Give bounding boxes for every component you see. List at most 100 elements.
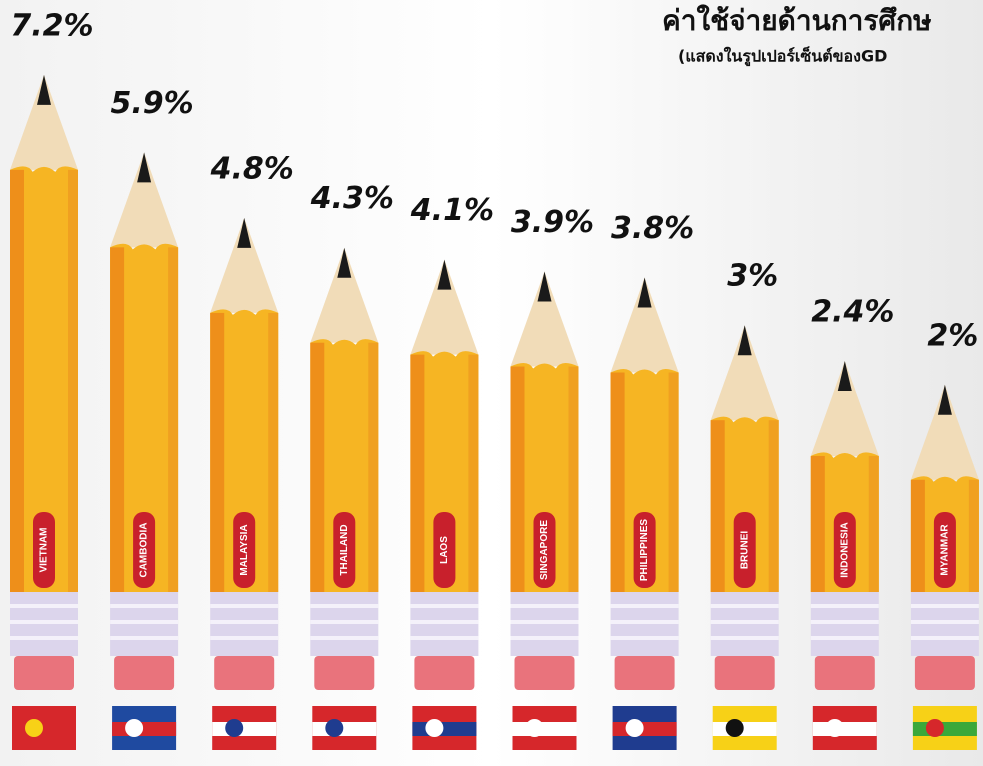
country-badge	[933, 512, 956, 588]
pencil-shade	[410, 354, 425, 592]
pencil-lead	[537, 271, 552, 302]
pencil-body	[510, 363, 579, 592]
ferrule-line	[410, 620, 479, 624]
pencil-body	[110, 243, 179, 592]
pencil-lead	[137, 152, 152, 183]
pencil-shade	[468, 354, 479, 592]
pencil	[110, 152, 179, 690]
pencil-shade	[610, 372, 625, 592]
x-tick-label: THAILAND	[339, 524, 350, 575]
pencil	[10, 74, 78, 690]
x-tick-label: PHILIPPINES	[639, 519, 650, 582]
pencil-body	[10, 166, 78, 592]
ferrule-line	[110, 604, 179, 608]
pencil-shade	[768, 420, 779, 592]
flag	[325, 719, 344, 737]
x-tick-label: BRUNEI	[739, 531, 750, 570]
pencil-wood	[410, 259, 479, 355]
flag	[812, 722, 877, 736]
flag	[512, 722, 577, 736]
ferrule-line	[210, 604, 279, 608]
pencil-shade	[368, 342, 379, 592]
pencil-shade	[568, 366, 579, 592]
ferrule-line	[10, 620, 78, 624]
pencil-eraser	[414, 656, 475, 690]
ferrule-line	[410, 636, 479, 640]
ferrule-line	[210, 636, 279, 640]
ferrule-line	[510, 636, 579, 640]
ferrule-line	[610, 604, 679, 608]
pencil-eraser	[514, 656, 575, 690]
pencil-eraser	[814, 656, 875, 690]
flag	[25, 719, 43, 737]
pencil	[910, 384, 979, 690]
pencil-eraser	[614, 656, 675, 690]
value-label: 3.9%	[511, 205, 594, 240]
pencil-lead	[637, 277, 652, 308]
pencil-lead	[37, 74, 51, 105]
country-badge	[633, 512, 656, 588]
flag	[312, 722, 377, 736]
pencil	[710, 325, 779, 690]
x-tick-label: MALAYSIA	[239, 524, 250, 575]
value-label: 3%	[727, 259, 778, 294]
flag	[912, 722, 977, 736]
pencil-shade	[310, 342, 325, 592]
flag	[925, 719, 944, 737]
pencil	[510, 271, 579, 690]
ferrule-line	[810, 604, 879, 608]
value-label: 2%	[927, 318, 978, 353]
pencil-eraser	[714, 656, 775, 690]
flag	[225, 719, 244, 737]
ferrule-line	[310, 604, 379, 608]
x-tick-label: MYANMAR	[940, 524, 951, 576]
pencil-shade	[68, 169, 78, 592]
pencil-lead	[237, 217, 252, 248]
pencil-eraser	[114, 656, 175, 690]
flag	[125, 719, 144, 737]
ferrule-line	[910, 620, 979, 624]
x-tick-label: CAMBODIA	[139, 523, 150, 578]
value-label: 5.9%	[110, 86, 193, 121]
value-label: 7.2%	[10, 8, 93, 43]
pencil-shade	[810, 455, 825, 592]
pencil-shade	[268, 312, 279, 592]
ferrule-line	[310, 636, 379, 640]
x-tick-label: INDONESIA	[839, 522, 850, 578]
pencil-wood	[910, 384, 979, 480]
ferrule-line	[10, 604, 78, 608]
ferrule-line	[710, 620, 779, 624]
country-badge	[333, 512, 356, 588]
ferrule-line	[910, 604, 979, 608]
pencil-shade	[668, 372, 679, 592]
pencil-lead	[837, 360, 852, 391]
flag	[825, 719, 844, 737]
flag	[525, 719, 544, 737]
pencil-shade	[868, 455, 879, 592]
pencil	[410, 259, 479, 690]
pencil-lead	[337, 247, 352, 278]
pencil-lead	[937, 384, 952, 415]
flag	[112, 722, 177, 736]
pencil	[310, 247, 379, 690]
ferrule-line	[310, 620, 379, 624]
chart-subtitle: (แสดงในรูปเปอร์เซ็นต์ของGD	[678, 45, 887, 68]
flag	[612, 722, 677, 736]
pencil-wood	[510, 271, 579, 367]
pencil-lead	[437, 259, 452, 290]
value-label: 3.8%	[611, 211, 694, 246]
country-badge	[433, 512, 456, 588]
flag	[725, 719, 744, 737]
ferrule-line	[10, 636, 78, 640]
x-tick-label: LAOS	[439, 536, 450, 564]
pencil	[610, 277, 679, 690]
flag	[12, 722, 76, 736]
value-label: 2.4%	[811, 294, 894, 329]
pencil-body	[410, 351, 479, 592]
pencil-shade	[210, 312, 225, 592]
pencil-body	[610, 368, 679, 592]
flag	[412, 722, 477, 736]
ferrule-line	[510, 604, 579, 608]
pencil-wood	[710, 325, 779, 421]
